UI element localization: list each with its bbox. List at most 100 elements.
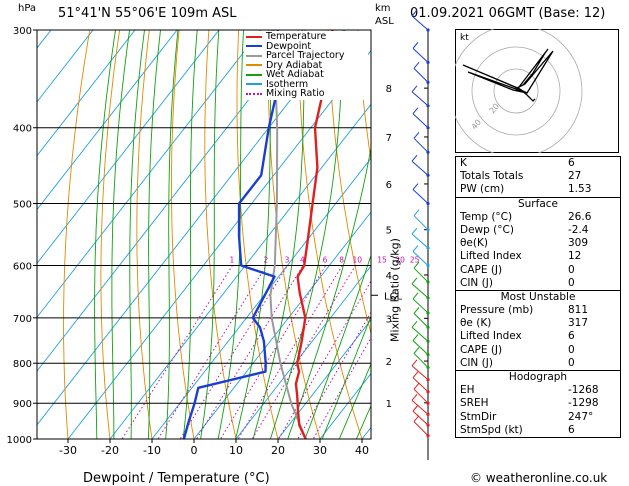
- legend-label: Dry Adiabat: [266, 59, 323, 71]
- dry-adiabat-line: [63, 30, 91, 439]
- index-value: 27: [568, 170, 582, 183]
- pressure-tick-label: 700: [13, 314, 32, 325]
- temperature-tick-label: -30: [59, 444, 77, 457]
- index-label: Dewp (°C): [460, 223, 514, 236]
- mixing-ratio-label: 6: [323, 255, 328, 264]
- wet-adiabat-line: [182, 30, 198, 439]
- wind-barb-staff: [413, 215, 429, 231]
- hodograph-ring-60: [455, 29, 583, 153]
- wind-barb-flag: [413, 382, 420, 390]
- surface-section-title: Surface: [456, 196, 620, 211]
- wind-barb: [412, 404, 430, 427]
- chart-legend: Temperature Dewpoint Parcel Trajectory Dry …: [244, 31, 368, 100]
- mixing-ratio-line: [297, 311, 371, 439]
- index-label: CAPE (J): [460, 343, 503, 356]
- km-tick-label: 7: [386, 133, 392, 144]
- index-value: -1298: [568, 397, 599, 410]
- wind-barb-staff: [411, 365, 429, 381]
- dry-adiabat-line: [297, 30, 363, 439]
- index-value: 0: [568, 356, 575, 369]
- wet-adiabat-line: [200, 30, 220, 439]
- index-row: StmDir 247°: [456, 411, 620, 424]
- wind-barb-dot: [426, 311, 430, 315]
- temperature-tick-label: 0: [191, 444, 198, 457]
- wind-barb-flag: [411, 9, 418, 17]
- dry-adiabat-line: [100, 30, 121, 439]
- wind-barb: [411, 394, 430, 416]
- wet-adiabat-line: [304, 253, 371, 439]
- wind-barb: [413, 131, 430, 154]
- wind-barb-flag: [413, 347, 420, 354]
- most-unstable-section-title: Most Unstable: [456, 289, 620, 304]
- wind-barb-dot: [426, 173, 430, 177]
- wind-barb-staff: [413, 267, 429, 283]
- wet-adiabat-line: [111, 30, 131, 439]
- dry-adiabat-line: [327, 30, 371, 336]
- isotherm-line: [37, 30, 136, 157]
- hodograph-section-title: Hodograph: [456, 370, 620, 384]
- legend-item: Dry Adiabat: [246, 59, 366, 71]
- wind-barb-staff: [411, 326, 429, 342]
- index-row: Temp (°C) 26.6: [456, 211, 620, 224]
- index-row: Totals Totals 27: [456, 170, 620, 183]
- legend-label: Dewpoint: [266, 40, 312, 52]
- pressure-tick-label: 300: [13, 26, 32, 37]
- legend-label: Mixing Ratio: [266, 88, 325, 99]
- dry-adiabat-line: [357, 30, 371, 163]
- isotherm-line: [235, 265, 371, 439]
- pressure-tick-label: 900: [13, 399, 32, 410]
- km-unit-label: km: [375, 3, 391, 14]
- wind-barb-staff: [413, 313, 429, 328]
- wind-barb: [413, 347, 430, 370]
- hpa-unit-label: hPa: [18, 3, 37, 14]
- wind-barb-staff: [412, 410, 429, 426]
- wind-barb-flag: [413, 131, 420, 139]
- legend-swatch: [246, 73, 262, 76]
- index-row: Lifted Index 6: [456, 330, 620, 343]
- wind-barb: [413, 261, 430, 284]
- index-value: 6: [568, 423, 575, 436]
- copyright-label: © weatheronline.co.uk: [470, 471, 608, 485]
- wind-barb: [411, 320, 430, 343]
- wind-barb-flag: [412, 371, 419, 379]
- wind-barb-dot: [426, 150, 430, 154]
- wind-barb: [411, 277, 430, 300]
- index-value: 309: [568, 237, 589, 250]
- wind-barb-staff: [412, 298, 429, 314]
- legend-item: Isotherm: [246, 79, 366, 90]
- wind-barb-staff: [413, 68, 429, 83]
- wet-adiabat-line: [147, 30, 161, 439]
- wind-barb-flag: [411, 320, 418, 328]
- index-value: 6: [568, 157, 575, 169]
- legend-swatch: [246, 54, 262, 57]
- wind-barb: [411, 227, 430, 250]
- hodograph-plot: kt 20 40: [455, 29, 619, 153]
- wind-barb: [411, 85, 430, 108]
- isotherm-line: [109, 103, 371, 439]
- wind-barb-flag: [411, 227, 418, 235]
- wind-barb-flag: [412, 245, 419, 252]
- pressure-tick-label: 400: [13, 124, 32, 135]
- mixing-ratio-label: 10: [352, 255, 362, 264]
- wind-barb: [412, 183, 430, 206]
- wind-barb-dot: [426, 433, 430, 438]
- location-label: 51°41'N 55°06'E 109m ASL: [58, 6, 237, 21]
- legend-item: Temperature: [246, 32, 366, 42]
- mixing-ratio-line: [157, 265, 267, 439]
- index-row: CIN (J) 0: [456, 277, 620, 290]
- index-value: 0: [568, 276, 575, 289]
- wet-adiabat-line: [94, 30, 116, 439]
- wind-barb-staff: [412, 377, 429, 393]
- index-row: EH -1268: [456, 384, 620, 397]
- legend-item: Wet Adiabat: [246, 70, 366, 80]
- wind-barb-flag: [411, 394, 418, 401]
- wind-barb-staff: [411, 160, 429, 176]
- wind-barb-dot: [426, 378, 430, 382]
- wind-barb-dot: [426, 80, 430, 84]
- km-tick-label: 8: [386, 84, 392, 95]
- isotherm-line: [37, 30, 220, 265]
- wind-barb-dot: [426, 246, 430, 250]
- hodograph-unit-label: kt: [460, 33, 469, 43]
- wet-adiabat-line: [269, 30, 344, 439]
- wet-adiabat-line: [321, 314, 371, 439]
